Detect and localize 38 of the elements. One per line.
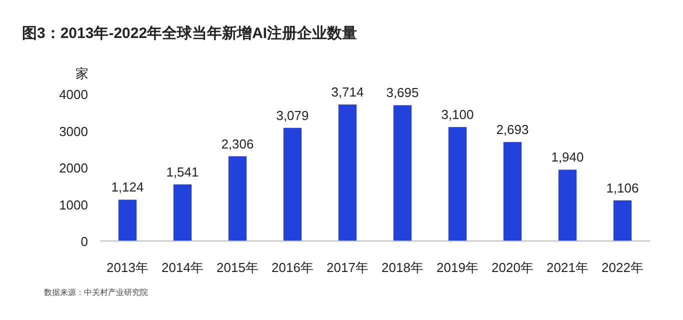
x-tick-label: 2022年 xyxy=(602,260,644,275)
bar xyxy=(503,142,522,241)
data-label: 1,106 xyxy=(606,180,639,196)
bar xyxy=(173,184,192,241)
bar xyxy=(283,128,302,241)
bar xyxy=(118,200,137,241)
x-tick-label: 2019年 xyxy=(436,260,478,275)
x-tick-label: 2016年 xyxy=(272,260,314,275)
data-label: 3,695 xyxy=(386,85,419,100)
y-tick-label: 3000 xyxy=(59,124,88,139)
x-tick-label: 2021年 xyxy=(546,260,588,275)
bar xyxy=(448,127,467,241)
data-label: 3,100 xyxy=(441,107,474,122)
bar xyxy=(558,170,577,241)
data-label: 1,124 xyxy=(111,180,144,195)
y-tick-label: 4000 xyxy=(59,87,88,102)
chart-title: 图3：2013年-2022年全球当年新增AI注册企业数量 xyxy=(22,24,358,42)
data-label: 1,541 xyxy=(166,164,199,180)
bar xyxy=(393,105,412,241)
bar xyxy=(228,156,247,241)
x-tick-label: 2020年 xyxy=(492,260,534,275)
x-tick-label: 2015年 xyxy=(216,260,258,275)
data-label: 2,693 xyxy=(496,122,529,138)
y-axis-title: 家 xyxy=(76,66,88,81)
data-label: 3,079 xyxy=(276,108,309,123)
x-tick-label: 2018年 xyxy=(382,260,424,275)
data-label: 2,306 xyxy=(221,136,254,152)
x-tick-label: 2014年 xyxy=(162,260,204,275)
data-label: 3,714 xyxy=(331,84,364,100)
bar xyxy=(338,104,357,241)
data-label: 1,940 xyxy=(551,150,584,165)
bar xyxy=(613,200,632,241)
y-tick-label: 1000 xyxy=(59,197,88,212)
source-note: 数据来源：中关村产业研究院 xyxy=(44,288,148,297)
x-tick-label: 2017年 xyxy=(326,260,368,275)
y-tick-label: 2000 xyxy=(59,160,88,176)
y-tick-label: 0 xyxy=(80,234,88,249)
x-tick-label: 2013年 xyxy=(106,260,148,275)
